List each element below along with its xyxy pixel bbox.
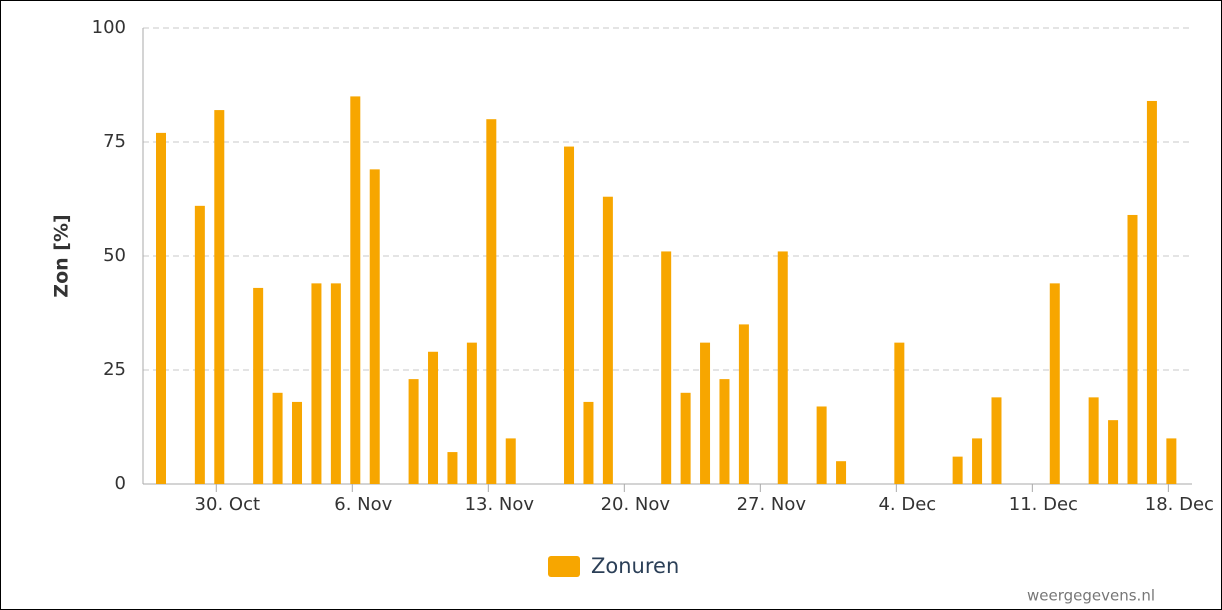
- x-tick-label: 30. Oct: [195, 494, 260, 515]
- bar: [466, 342, 477, 484]
- y-tick-label: 75: [103, 131, 126, 152]
- bar: [564, 146, 575, 484]
- bar: [369, 169, 380, 485]
- bar: [272, 392, 283, 484]
- y-tick-label: 25: [103, 359, 126, 380]
- bar: [952, 456, 963, 484]
- y-tick-label: 50: [103, 245, 126, 266]
- legend-label: Zonuren: [591, 554, 679, 578]
- bar: [1127, 214, 1138, 484]
- x-tick-label: 20. Nov: [601, 494, 671, 515]
- x-tick-label: 13. Nov: [465, 494, 535, 515]
- bar: [816, 406, 827, 484]
- bar: [330, 283, 341, 484]
- bar: [680, 392, 691, 484]
- bar: [972, 438, 983, 484]
- bar: [777, 251, 788, 484]
- bar: [447, 452, 458, 484]
- bar: [700, 342, 711, 484]
- bar: [350, 96, 361, 485]
- bar: [894, 342, 905, 484]
- bar: [1049, 283, 1060, 484]
- bar: [738, 324, 749, 484]
- x-tick-label: 4. Dec: [878, 494, 936, 515]
- x-tick-label: 18. Dec: [1145, 494, 1214, 515]
- x-tick-label: 6. Nov: [334, 494, 392, 515]
- bar: [719, 379, 730, 484]
- bar: [194, 205, 205, 484]
- bar: [583, 401, 594, 484]
- bar: [1088, 397, 1099, 484]
- legend-swatch: [548, 556, 580, 577]
- bar: [836, 461, 847, 484]
- bar: [253, 287, 264, 484]
- bar: [661, 251, 672, 484]
- bar: [991, 397, 1002, 484]
- bar: [505, 438, 516, 484]
- bar: [292, 401, 303, 484]
- bar: [1146, 100, 1157, 485]
- bar: [311, 283, 322, 484]
- y-tick-label: 0: [115, 473, 126, 494]
- x-tick-label: 27. Nov: [737, 494, 807, 515]
- bar: [1108, 420, 1119, 484]
- bar: [408, 379, 419, 484]
- y-tick-label: 100: [92, 17, 126, 38]
- bar: [428, 351, 439, 484]
- bar: [602, 196, 613, 484]
- bar: [156, 132, 166, 484]
- credits: weergegevens.nl: [1027, 587, 1155, 605]
- bar: [1166, 438, 1177, 484]
- x-tick-label: 11. Dec: [1009, 494, 1078, 515]
- bar: [214, 110, 225, 484]
- y-axis-title: Zon [%]: [51, 214, 73, 297]
- bar: [486, 119, 497, 484]
